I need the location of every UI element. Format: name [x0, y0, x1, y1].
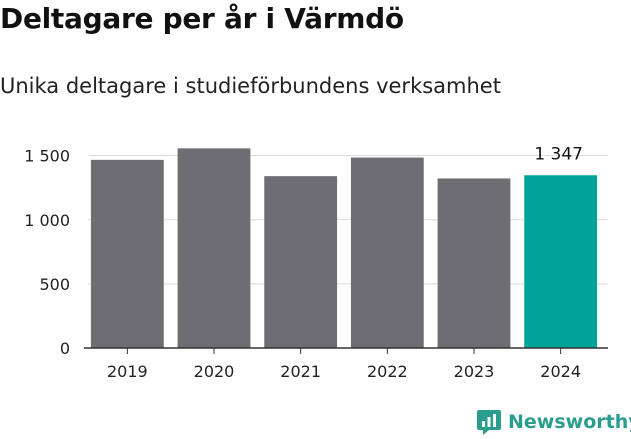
data-label-2024: 1 347	[534, 144, 583, 164]
bar-2024	[524, 175, 598, 348]
newsworthy-logo-icon	[477, 410, 501, 435]
bar-2021	[264, 176, 338, 348]
x-axis-ticks: 2019 2020 2021 2022 2023 2024	[107, 348, 581, 381]
y-tick-label: 1 000	[24, 211, 70, 230]
y-axis-ticks: 0 500 1 000 1 500	[24, 147, 70, 358]
chart-subtitle: Unika deltagare i studieförbundens verks…	[0, 74, 501, 98]
x-tick-label: 2021	[280, 362, 321, 381]
bar-2020	[177, 148, 251, 348]
x-tick-label: 2020	[194, 362, 235, 381]
chart-title: Deltagare per år i Värmdö	[0, 2, 404, 35]
y-tick-label: 500	[39, 275, 70, 294]
x-tick-label: 2024	[540, 362, 581, 381]
x-tick-label: 2019	[107, 362, 148, 381]
brand-name: Newsworthy	[508, 411, 631, 433]
y-tick-label: 0	[60, 339, 70, 358]
x-tick-label: 2022	[367, 362, 408, 381]
grid-lines	[88, 155, 608, 285]
bars	[90, 148, 598, 348]
brand-logo: Newsworthy	[476, 408, 631, 436]
annotations: 1 347	[534, 144, 583, 164]
y-tick-label: 1 500	[24, 147, 70, 166]
bar-2023	[437, 178, 511, 348]
x-tick-label: 2023	[454, 362, 495, 381]
bar-2022	[350, 157, 424, 348]
bar-2019	[90, 159, 164, 348]
